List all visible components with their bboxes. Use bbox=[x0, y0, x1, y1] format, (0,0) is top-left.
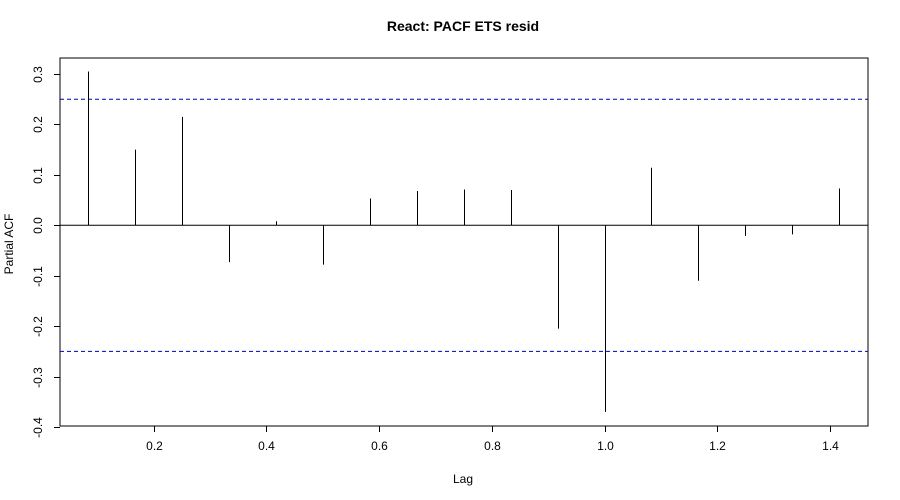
y-tick-label: -0.1 bbox=[31, 266, 45, 287]
y-tick-label: 0.2 bbox=[31, 116, 45, 133]
y-axis-label: Partial ACF bbox=[2, 214, 16, 275]
y-tick-label: -0.2 bbox=[31, 316, 45, 337]
y-tick-label: -0.3 bbox=[31, 367, 45, 388]
y-tick-label: 0.3 bbox=[31, 66, 45, 83]
x-tick-label: 0.2 bbox=[146, 439, 163, 453]
y-tick-label: 0.0 bbox=[31, 217, 45, 234]
x-tick-label: 1.4 bbox=[822, 439, 839, 453]
y-tick-label: -0.4 bbox=[31, 417, 45, 438]
x-tick-label: 0.6 bbox=[371, 439, 388, 453]
x-axis-label: Lag bbox=[453, 472, 473, 486]
x-tick-label: 0.8 bbox=[484, 439, 501, 453]
chart-title: React: PACF ETS resid bbox=[387, 18, 539, 34]
plot-frame bbox=[59, 57, 869, 427]
x-tick-label: 1.0 bbox=[597, 439, 614, 453]
plot-area: 0.2 0.4 0.6 0.8 1.0 1.2 1.4 -0.4 -0.3 -0.2 -0.1 0.0… bbox=[31, 57, 869, 453]
x-tick-label: 0.4 bbox=[258, 439, 275, 453]
y-tick-label: 0.1 bbox=[31, 167, 45, 184]
x-tick-label: 1.2 bbox=[709, 439, 726, 453]
